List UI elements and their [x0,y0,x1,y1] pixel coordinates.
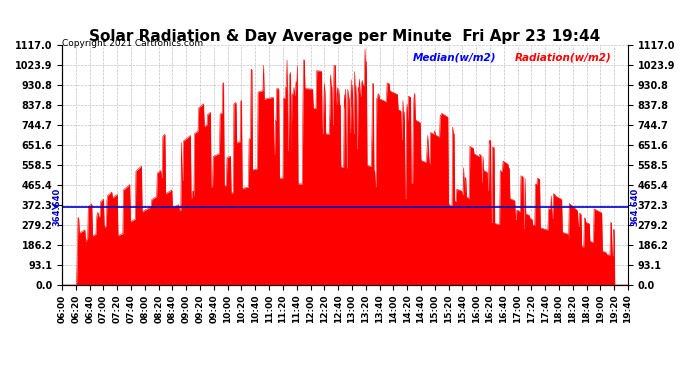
Text: Radiation(w/m2): Radiation(w/m2) [515,52,611,62]
Title: Solar Radiation & Day Average per Minute  Fri Apr 23 19:44: Solar Radiation & Day Average per Minute… [90,29,600,44]
Text: 364.640: 364.640 [631,188,640,226]
Text: Median(w/m2): Median(w/m2) [413,52,496,62]
Text: Copyright 2021 Cartronics.com: Copyright 2021 Cartronics.com [62,39,204,48]
Text: 364.640: 364.640 [52,188,61,226]
